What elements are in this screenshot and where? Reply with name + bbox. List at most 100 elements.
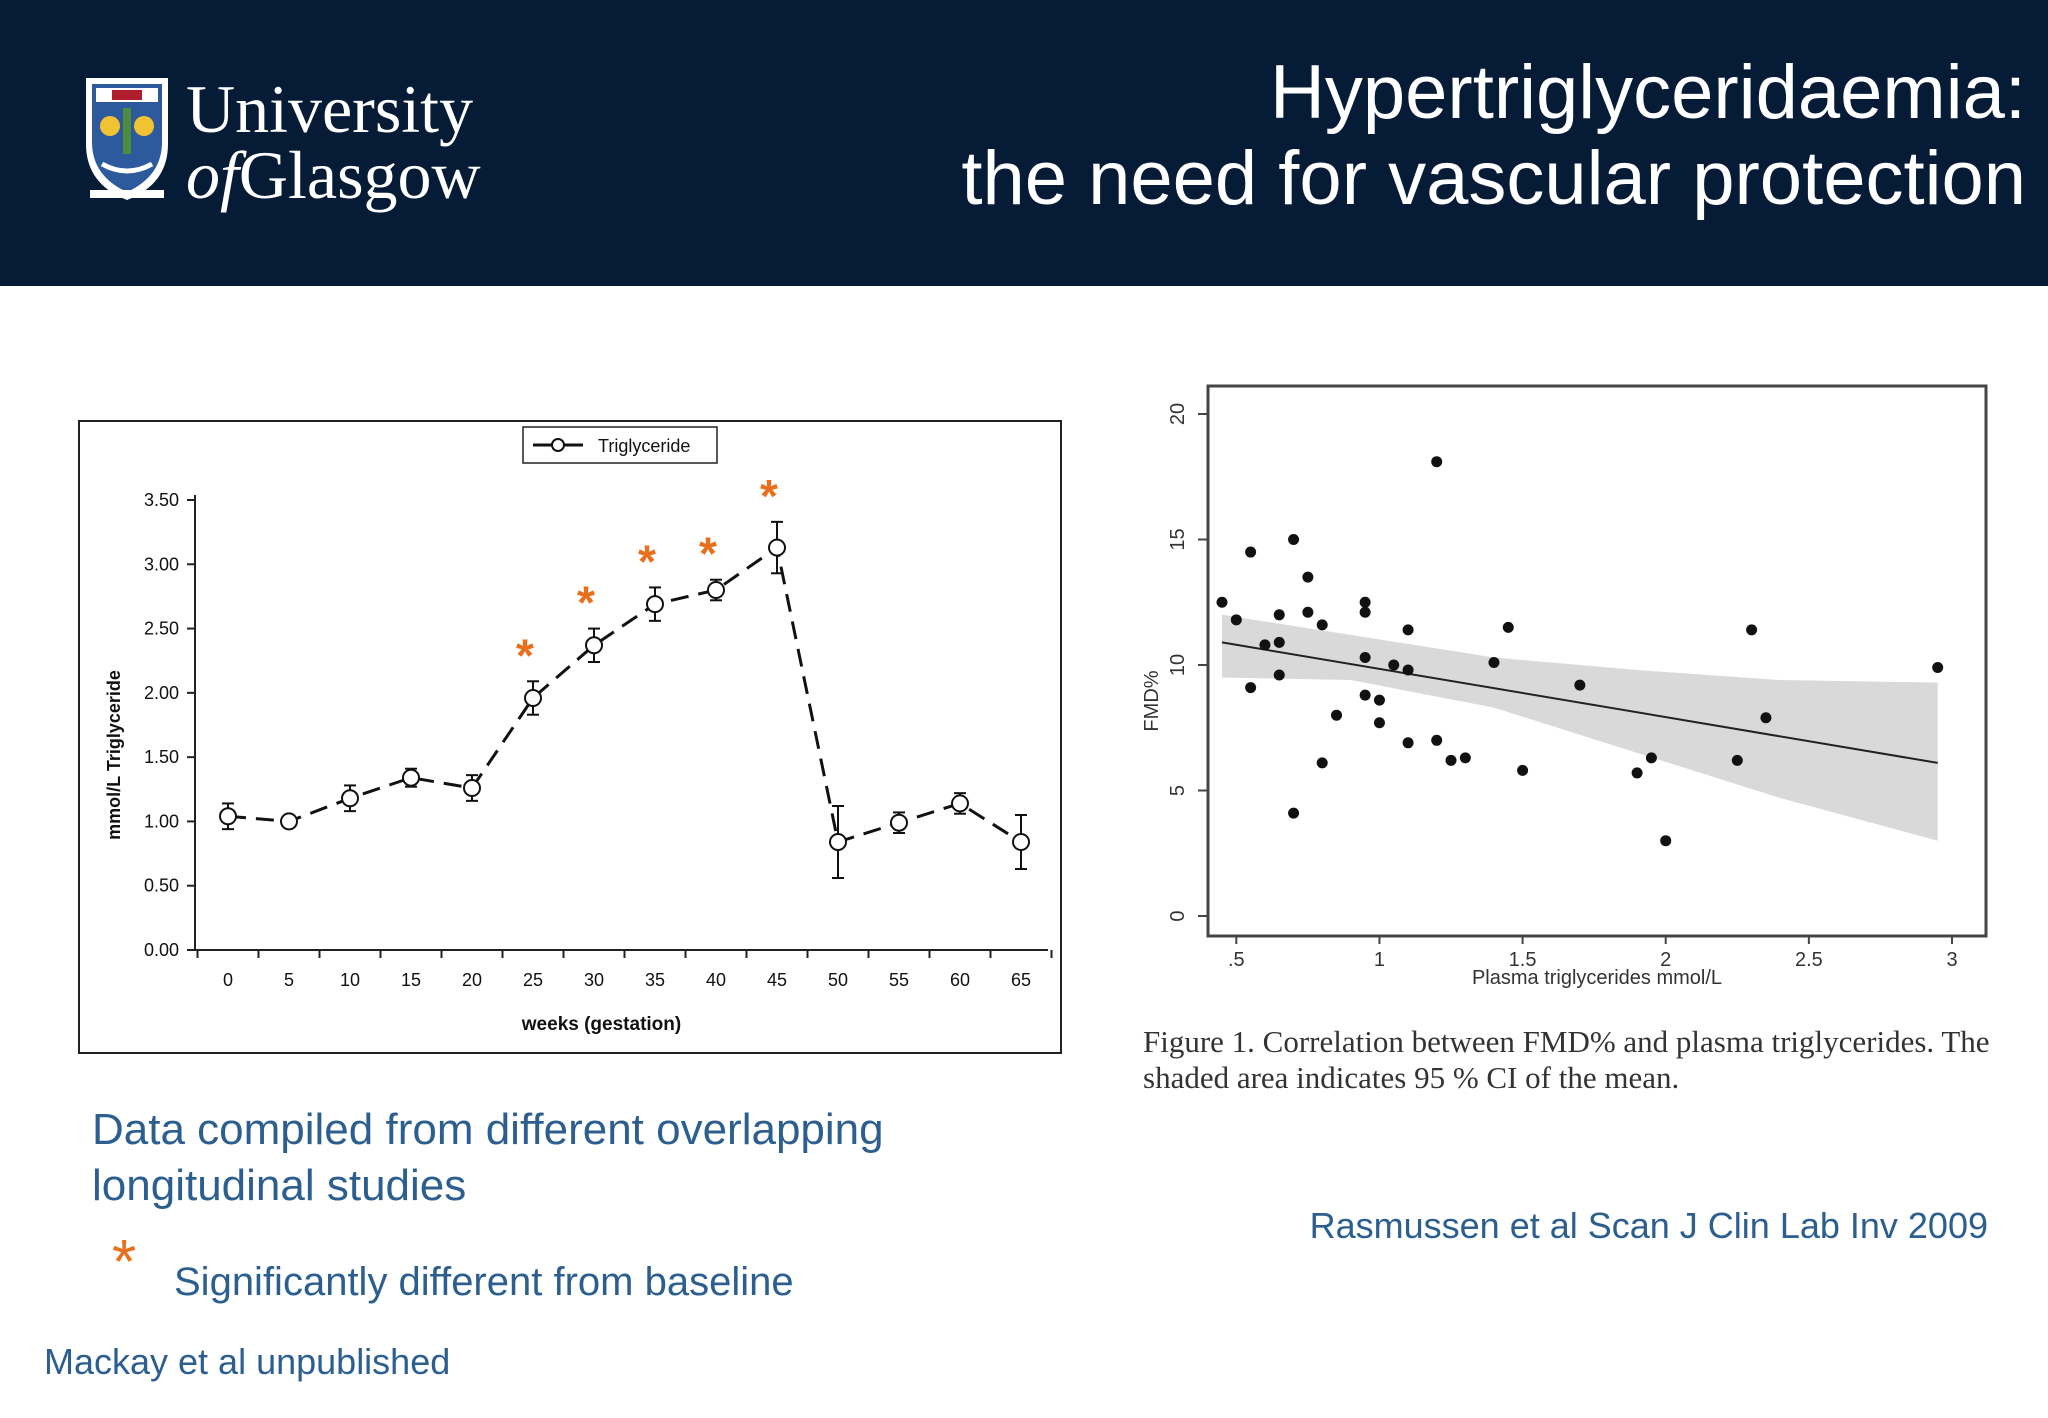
crest-icon xyxy=(86,78,168,200)
scatter-point xyxy=(1359,689,1371,701)
x-tick-label: 55 xyxy=(889,970,909,990)
legend-marker xyxy=(551,438,565,452)
y-tick-label: 1.50 xyxy=(144,747,179,767)
scatter-point xyxy=(1574,679,1586,691)
y-axis-label: mmol/L Triglyceride xyxy=(104,670,124,840)
x-tick-label: 45 xyxy=(767,970,787,990)
significance-star: * xyxy=(699,528,717,580)
scatter-point xyxy=(1245,682,1257,694)
scatter-point xyxy=(1316,757,1328,769)
scatter-point xyxy=(1288,807,1300,819)
y-tick-label: 1.00 xyxy=(144,811,179,831)
title-line-2: the need for vascular protection xyxy=(961,136,2026,221)
figure-caption: Figure 1. Correlation between FMD% and p… xyxy=(1143,1024,1990,1095)
scatter-point xyxy=(1631,767,1643,779)
scatter-point xyxy=(1731,754,1743,766)
scatter-point xyxy=(1932,662,1944,674)
x-tick-label: 0 xyxy=(223,970,233,990)
data-point xyxy=(951,794,969,813)
x-tick-label: 5 xyxy=(284,970,294,990)
data-point xyxy=(768,538,786,557)
logo-line-1: University xyxy=(186,71,474,147)
scatter-point xyxy=(1259,639,1271,651)
scatter-point xyxy=(1746,624,1758,636)
data-point xyxy=(463,779,481,797)
source-right: Rasmussen et al Scan J Clin Lab Inv 2009 xyxy=(1309,1205,1988,1246)
x-tick-label: 1.5 xyxy=(1509,949,1537,971)
y-tick-label: 10 xyxy=(1167,654,1189,676)
fmd-scatter-chart: 0 5 10 15 20 .5 1 1.5 2 2.5 3 Plasma triglycerides … xyxy=(1141,384,1988,989)
scatter-point xyxy=(1402,624,1414,636)
y-tick-label: 0 xyxy=(1167,910,1189,921)
data-point xyxy=(585,636,603,655)
scatter-point xyxy=(1359,606,1371,618)
y-tick-label: 0.00 xyxy=(144,940,179,960)
x-tick-label: 20 xyxy=(462,970,482,990)
x-axis-label: weeks (gestation) xyxy=(521,1014,681,1035)
x-tick-label: 50 xyxy=(828,970,848,990)
data-note-line-1: Data compiled from different overlapping xyxy=(92,1105,884,1154)
data-point xyxy=(219,807,237,826)
data-note: Data compiled from different overlapping… xyxy=(92,1102,992,1214)
y-tick-label: 5 xyxy=(1167,785,1189,796)
x-tick-label: 1 xyxy=(1374,949,1385,971)
x-tick-label: 3 xyxy=(1946,949,1957,971)
university-logo[interactable]: University ofGlasgow xyxy=(82,74,502,214)
significance-note: Significantly different from baseline xyxy=(174,1260,794,1304)
x-tick-label: 35 xyxy=(645,970,665,990)
regression-line xyxy=(1221,641,1938,764)
x-tick-label: 60 xyxy=(950,970,970,990)
y-axis-label: FMD% xyxy=(1141,670,1163,731)
y-tick-label: 20 xyxy=(1167,403,1189,425)
scatter-point xyxy=(1373,694,1385,706)
x-tick-label: 15 xyxy=(401,970,421,990)
scatter-point xyxy=(1402,664,1414,676)
triglyceride-series-line xyxy=(227,545,1022,844)
data-note-line-2: longitudinal studies xyxy=(92,1161,467,1210)
header-banner: University ofGlasgow Hypertriglyceridaem… xyxy=(0,0,2048,286)
logo-of: of xyxy=(186,137,239,213)
fmd-scatter-figure: 0 5 10 15 20 .5 1 1.5 2 2.5 3 Plasma triglycerides … xyxy=(1126,376,2006,996)
scatter-point xyxy=(1517,764,1529,776)
triglyceride-chart: 0.00 0.50 1.00 1.50 2.00 2.50 3.00 3.50 0 5 10 15 20… xyxy=(78,420,1062,1054)
data-point xyxy=(280,812,298,831)
data-point xyxy=(646,595,664,614)
x-axis-label: Plasma triglycerides mmol/L xyxy=(1472,967,1722,989)
significance-star: * xyxy=(638,535,656,587)
scatter-point xyxy=(1288,534,1300,545)
x-tick-label: .5 xyxy=(1228,949,1245,971)
logo-line-2: ofGlasgow xyxy=(186,141,481,209)
x-tick-label: 25 xyxy=(523,970,543,990)
source-left: Mackay et al unpublished xyxy=(44,1341,451,1382)
x-tick-label: 2 xyxy=(1660,949,1671,971)
y-tick-label: 2.00 xyxy=(144,683,179,703)
y-tick-label: 3.50 xyxy=(144,490,179,510)
scatter-point xyxy=(1645,752,1657,764)
scatter-point xyxy=(1502,621,1514,633)
scatter-point xyxy=(1431,734,1443,746)
x-tick-label: 65 xyxy=(1011,970,1031,990)
scatter-point xyxy=(1373,717,1385,729)
scatter-point xyxy=(1459,752,1471,764)
scatter-point xyxy=(1359,651,1371,663)
data-point xyxy=(402,768,420,787)
significance-star: * xyxy=(577,577,595,629)
data-point xyxy=(707,581,725,599)
title-line-1: Hypertriglyceridaemia: xyxy=(1269,50,2026,135)
scatter-point xyxy=(1402,737,1414,749)
y-tick-label: 0.50 xyxy=(144,876,179,896)
significance-star-icon: * xyxy=(112,1228,137,1297)
confidence-band xyxy=(1222,614,1938,841)
x-tick-label: 40 xyxy=(706,970,726,990)
scatter-point xyxy=(1273,636,1285,648)
significance-star: * xyxy=(760,470,778,522)
y-tick-label: 2.50 xyxy=(144,619,179,639)
scatter-point xyxy=(1431,456,1443,468)
x-tick-label: 10 xyxy=(340,970,360,990)
data-point xyxy=(341,789,359,808)
data-point xyxy=(829,833,847,851)
y-tick-label: 3.00 xyxy=(144,554,179,574)
legend-label: Triglyceride xyxy=(598,436,690,456)
data-point xyxy=(524,689,542,707)
scatter-point xyxy=(1302,571,1314,583)
